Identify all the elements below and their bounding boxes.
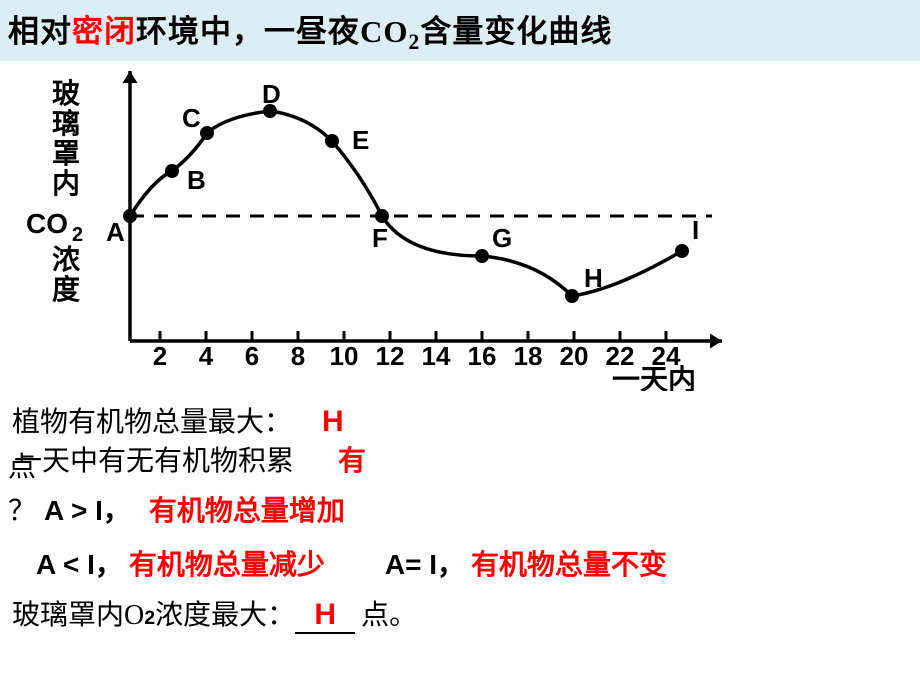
- q4-mid: 浓度最大：: [155, 594, 295, 637]
- q4-row: 玻璃罩内O2浓度最大： H 点。: [12, 594, 920, 637]
- qa-block: 植物有机物总量最大： H 点 一天中有无有机物积累 有 ？ A > I， 有机物…: [0, 391, 920, 637]
- q3bc-row: A < I， 有机物总量减少 A= I， 有机物总量不变: [12, 543, 920, 587]
- svg-text:内: 内: [52, 168, 80, 200]
- svg-text:6: 6: [245, 341, 259, 371]
- svg-text:玻: 玻: [52, 78, 80, 110]
- svg-text:12: 12: [376, 341, 405, 371]
- q3c-cond: A= I，: [385, 543, 465, 586]
- page-title: 相对密闭环境中，一昼夜CO2含量变化曲线: [0, 0, 920, 61]
- title-pre: 相对: [8, 14, 72, 49]
- svg-text:14: 14: [422, 341, 451, 371]
- q2-mark: ？: [8, 490, 36, 533]
- q3a-answer: 有机物总量增加: [149, 490, 345, 533]
- svg-text:4: 4: [199, 341, 214, 371]
- q1-q2-row: 点 一天中有无有机物积累 有: [12, 446, 920, 489]
- svg-text:A: A: [106, 217, 125, 247]
- svg-text:2: 2: [153, 341, 167, 371]
- svg-text:2: 2: [72, 224, 83, 246]
- svg-text:浓: 浓: [52, 244, 81, 276]
- svg-text:8: 8: [291, 341, 305, 371]
- q3b-answer: 有机物总量减少: [129, 544, 325, 587]
- svg-text:E: E: [352, 125, 369, 155]
- q3a-cond: A > I，: [44, 489, 131, 532]
- q4-pre: 玻璃罩内O: [12, 594, 144, 637]
- q4-post: 点。: [361, 594, 417, 637]
- title-mid: 环境中，一昼夜CO: [136, 14, 409, 49]
- svg-text:I: I: [692, 215, 699, 245]
- svg-text:18: 18: [514, 341, 543, 371]
- title-highlight: 密闭: [72, 14, 136, 49]
- svg-text:璃: 璃: [52, 108, 80, 140]
- svg-text:C: C: [182, 103, 201, 133]
- title-sub: 2: [409, 30, 421, 54]
- q4-answer: H: [295, 600, 355, 634]
- q2-pre: 一天中有无有机物积累: [14, 440, 294, 483]
- svg-text:一天内: 一天内: [612, 364, 696, 391]
- q2-answer: 有: [338, 440, 366, 483]
- svg-text:罩: 罩: [52, 139, 80, 170]
- co2-chart: ABCDEFGHI玻璃罩内CO2浓度24681012141618202224一天…: [12, 61, 732, 391]
- q3a-row: ？ A > I， 有机物总量增加: [12, 489, 920, 533]
- svg-text:CO: CO: [26, 208, 68, 239]
- svg-text:G: G: [492, 223, 512, 253]
- q4-sub: 2: [144, 603, 155, 633]
- q3b-cond: A < I，: [36, 543, 123, 586]
- svg-text:B: B: [187, 165, 206, 195]
- svg-text:16: 16: [468, 341, 497, 371]
- svg-text:D: D: [262, 79, 281, 109]
- svg-text:F: F: [372, 223, 388, 253]
- svg-text:20: 20: [560, 341, 589, 371]
- q3c-answer: 有机物总量不变: [471, 544, 667, 587]
- title-post: 含量变化曲线: [420, 14, 612, 49]
- svg-text:10: 10: [330, 341, 359, 371]
- svg-text:H: H: [584, 263, 603, 293]
- chart-svg: ABCDEFGHI玻璃罩内CO2浓度24681012141618202224一天…: [12, 61, 732, 391]
- svg-text:度: 度: [52, 274, 80, 306]
- q1-pre: 植物有机物总量最大：: [12, 401, 292, 444]
